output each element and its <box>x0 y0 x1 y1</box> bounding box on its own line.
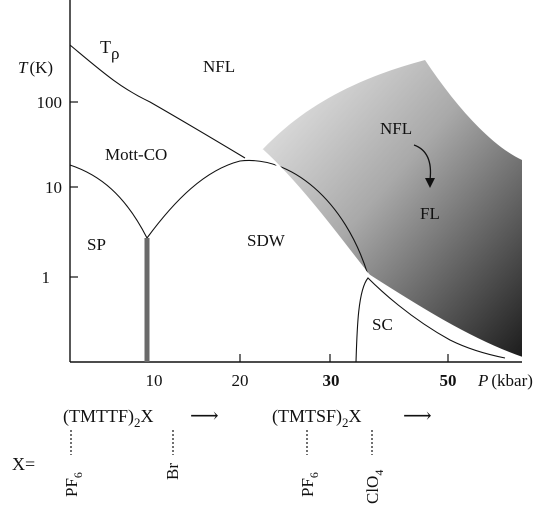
family-arrow-1: ⟶ <box>190 405 219 427</box>
fl-crossover-region <box>262 60 522 358</box>
anion-br: Br <box>163 463 182 480</box>
y-tick-label-1: 1 <box>42 268 51 287</box>
x-tick-label-50: 50 <box>440 371 457 390</box>
y-tick-label-100: 100 <box>37 93 63 112</box>
family-tmttf: (TMTTF)2X <box>63 406 154 430</box>
region-nfl-right: NFL <box>380 119 412 138</box>
x-tick-label-20: 20 <box>232 371 249 390</box>
region-t-rho: Tρ <box>100 37 119 63</box>
curved-arrow-icon <box>413 144 432 181</box>
anion-x-label: X= <box>12 454 35 474</box>
arrowhead-icon <box>425 178 435 188</box>
x-tick-label-30: 30 <box>323 371 340 390</box>
sp-boundary-left <box>69 164 148 239</box>
region-nfl-top: NFL <box>203 57 235 76</box>
anion-pf6-a: PF6 <box>62 472 85 497</box>
region-sc: SC <box>372 315 393 334</box>
t-rho-line <box>69 44 246 159</box>
x-tick-label-10: 10 <box>146 371 163 390</box>
sc-dome <box>355 277 506 363</box>
anion-pf6-b: PF6 <box>298 472 321 497</box>
nfl-lower-boundary <box>261 149 523 360</box>
anion-clo4: ClO4 <box>363 470 386 504</box>
y-axis-title: T (K) <box>18 58 53 77</box>
family-arrow-2: ⟶ <box>403 405 432 427</box>
sdw-dome <box>146 159 369 276</box>
region-sdw: SDW <box>247 231 286 250</box>
x-axis-title: P (kbar) <box>477 371 533 390</box>
region-fl: FL <box>420 204 440 223</box>
region-mott-co: Mott-CO <box>105 145 167 164</box>
family-tmtsf: (TMTSF)2X <box>272 406 362 430</box>
y-tick-label-10: 10 <box>45 178 62 197</box>
region-sp: SP <box>87 235 106 254</box>
